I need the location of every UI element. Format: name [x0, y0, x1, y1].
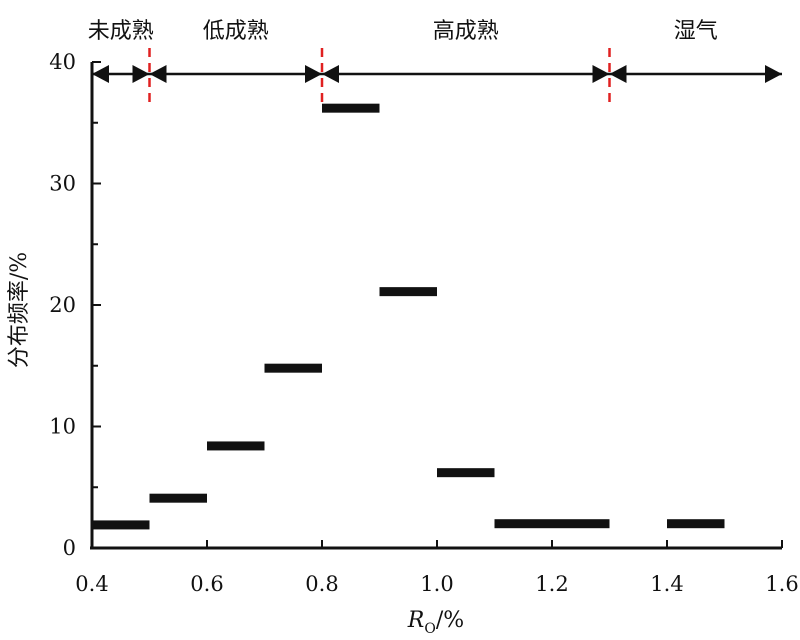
frequency-bar [92, 520, 150, 530]
x-axis-title-sub: O [424, 621, 435, 637]
arrow-left-icon [609, 65, 627, 83]
frequency-bar [552, 519, 610, 529]
y-tick-label: 0 [63, 536, 76, 560]
arrow-left-icon [149, 65, 167, 83]
y-tick-label: 10 [49, 415, 76, 439]
frequency-bar [437, 468, 495, 478]
maturity-zones: 未成熟 低成熟 高成熟 湿气 [88, 19, 782, 108]
zone-label: 低成熟 [203, 19, 269, 44]
x-tick-label: 1.6 [765, 572, 798, 596]
frequency-bars [92, 103, 725, 530]
tick-marks: 0 10 20 30 40 0.4 0.6 0.8 1.0 1.2 1.4 1.6 [49, 50, 798, 596]
x-axis-title-main: R [407, 608, 425, 633]
frequency-bar [667, 519, 725, 529]
frequency-bar [379, 287, 437, 297]
arrow-left-icon [322, 65, 339, 83]
axes [90, 62, 782, 550]
axis-labels: 分布频率/% RO/% [7, 252, 464, 637]
zone-label: 高成熟 [433, 19, 499, 44]
frequency-bar [264, 363, 322, 373]
frequency-bar [149, 493, 207, 503]
y-tick-label: 30 [49, 172, 76, 196]
x-axis-title: RO/% [407, 608, 464, 637]
arrow-right-icon [305, 65, 322, 83]
x-tick-label: 0.6 [190, 572, 223, 596]
y-tick-label: 40 [49, 50, 76, 74]
zone-label: 湿气 [674, 19, 718, 44]
x-tick-label: 0.8 [305, 572, 338, 596]
arrow-right-icon [765, 65, 782, 83]
frequency-bar [207, 441, 265, 451]
x-axis-title-unit: /% [436, 608, 464, 633]
arrow-right-icon [592, 65, 610, 83]
arrow-left-icon [92, 65, 109, 83]
frequency-bar [322, 103, 380, 113]
y-axis-title: 分布频率/% [7, 252, 32, 368]
x-tick-label: 1.0 [420, 572, 453, 596]
y-tick-label: 20 [49, 293, 76, 317]
arrow-right-icon [132, 65, 150, 83]
x-tick-label: 0.4 [75, 572, 108, 596]
x-tick-label: 1.4 [650, 572, 683, 596]
x-tick-label: 1.2 [535, 572, 568, 596]
zone-label: 未成熟 [88, 19, 154, 44]
frequency-bar [494, 519, 552, 529]
